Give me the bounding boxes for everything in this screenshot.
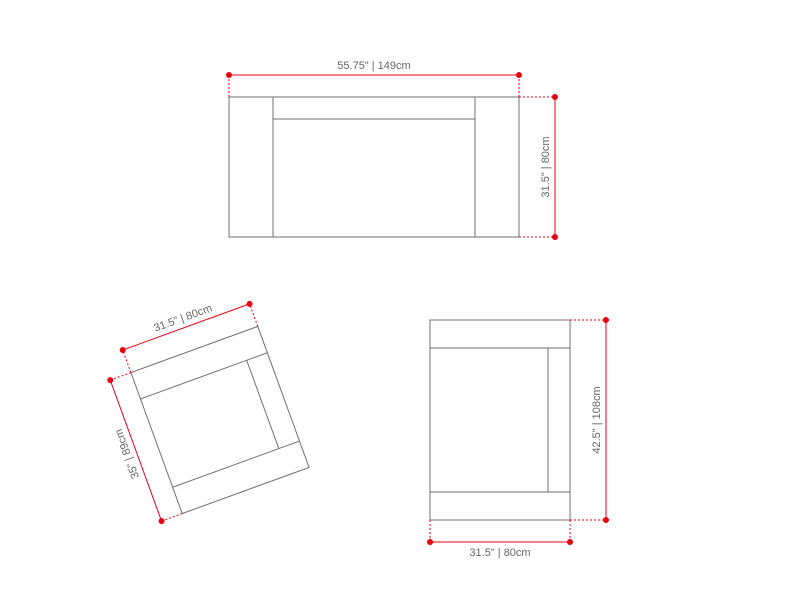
tilted-back-panel — [247, 360, 279, 448]
dimension-leader — [110, 373, 131, 381]
dimension-endpoint — [567, 539, 573, 545]
front-height-label: 31.5" | 80cm — [540, 136, 552, 197]
dimension-endpoint — [119, 346, 127, 354]
dimension-endpoint — [552, 234, 558, 240]
dimension-leader — [162, 514, 183, 522]
tilted-bottom-band — [173, 441, 300, 487]
dimension-endpoint — [158, 517, 166, 525]
dimension-endpoint — [516, 72, 522, 78]
side-outline — [430, 320, 570, 520]
dimension-leader — [123, 350, 131, 373]
dimension-leader — [250, 304, 258, 327]
dimension-endpoint — [603, 517, 609, 523]
dimension-endpoint — [427, 539, 433, 545]
dimension-line — [110, 380, 161, 521]
tilted-depth-label: 35" | 89cm — [113, 427, 142, 480]
side-view: 31.5" | 80cm 42.5" | 108cm — [427, 317, 609, 559]
tilted-view: 31.5" | 80cm 35" | 89cm — [83, 289, 313, 529]
front-view: 55.75" | 149cm 31.5" | 80cm — [226, 60, 558, 240]
dimension-endpoint — [603, 317, 609, 323]
dimension-endpoint — [226, 72, 232, 78]
dimension-endpoint — [552, 94, 558, 100]
side-width-label: 31.5" | 80cm — [469, 547, 530, 559]
front-width-label: 55.75" | 149cm — [337, 60, 410, 72]
tilted-outline — [131, 326, 309, 513]
dimension-endpoint — [106, 376, 114, 384]
tilted-top-band — [140, 353, 267, 399]
side-height-label: 42.5" | 108cm — [591, 386, 603, 453]
dimension-endpoint — [246, 300, 254, 308]
tilted-width-label: 31.5" | 80cm — [152, 302, 214, 334]
